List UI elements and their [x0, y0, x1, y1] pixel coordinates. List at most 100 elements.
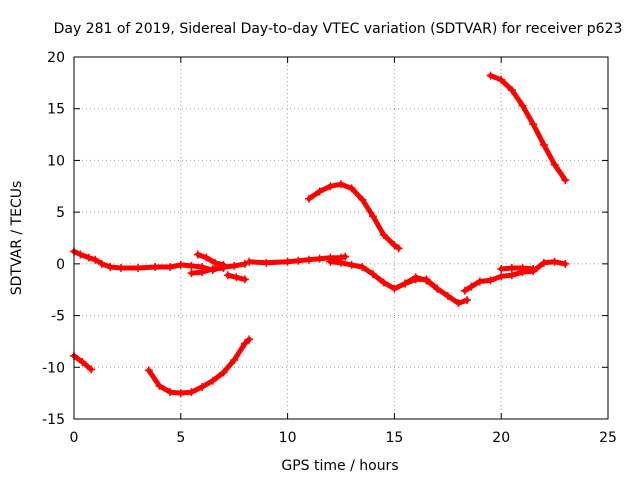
series-arc-2 [187, 263, 228, 278]
series-line [498, 265, 536, 272]
data-point [460, 286, 469, 295]
data-point [369, 212, 378, 221]
series-line [195, 252, 226, 268]
data-point [315, 187, 324, 196]
data-point [176, 389, 185, 398]
x-tick-label: 10 [279, 430, 297, 446]
data-point [166, 262, 175, 271]
data-point [550, 160, 559, 169]
data-point [358, 262, 367, 271]
data-point [475, 277, 484, 286]
series-line [402, 274, 440, 292]
data-point [166, 388, 175, 397]
data-point [240, 275, 249, 284]
data-point [529, 265, 538, 274]
data-point [116, 263, 125, 272]
series-arc-6 [326, 257, 472, 308]
data-point [202, 253, 211, 262]
data-point [76, 250, 85, 259]
x-tick-label: 0 [70, 430, 79, 446]
data-point [84, 253, 93, 262]
data-point [97, 259, 106, 268]
data-point [379, 230, 388, 239]
series-line [327, 259, 470, 306]
data-point [176, 260, 185, 269]
data-point [208, 265, 217, 274]
data-point [507, 86, 516, 95]
data-point [507, 263, 516, 272]
series-arc-4 [223, 271, 249, 284]
data-point [283, 257, 292, 266]
data-point [219, 368, 228, 377]
data-point [326, 182, 335, 191]
data-point [245, 257, 254, 266]
data-point [208, 376, 217, 385]
data-point [223, 271, 232, 280]
data-point [486, 276, 495, 285]
data-point [262, 258, 271, 267]
series-line [306, 181, 402, 251]
y-tick-label: 10 [47, 153, 65, 169]
data-point [240, 259, 249, 268]
data-point [497, 265, 506, 274]
data-series [70, 71, 570, 398]
data-point [379, 278, 388, 287]
data-point [467, 282, 476, 291]
data-point [411, 273, 420, 282]
series-line [146, 336, 252, 396]
data-point [245, 335, 254, 344]
data-point [187, 388, 196, 397]
x-tick-label: 5 [176, 430, 185, 446]
series-arc-3 [193, 250, 228, 269]
data-point [326, 257, 335, 266]
y-axis-label: SDTVAR / TECUs [9, 181, 25, 296]
data-point [497, 272, 506, 281]
data-point [198, 268, 207, 277]
data-point [87, 365, 96, 374]
series-line [488, 73, 568, 183]
series-arc-12 [304, 180, 403, 253]
data-point [78, 358, 87, 367]
data-point [507, 271, 516, 280]
data-point [443, 291, 452, 300]
data-point [341, 252, 350, 261]
series-arc-11 [144, 335, 254, 398]
data-point [294, 256, 303, 265]
x-tick-label: 15 [385, 430, 403, 446]
series-line [189, 265, 226, 276]
y-tick-label: 15 [47, 102, 65, 118]
data-point [486, 71, 495, 80]
data-point [219, 260, 228, 269]
data-point [337, 180, 345, 189]
data-point [337, 258, 345, 267]
data-point [134, 263, 143, 272]
data-point [394, 244, 403, 253]
data-point [390, 241, 399, 250]
data-point [561, 176, 570, 185]
data-point [369, 270, 378, 279]
plot-frame [73, 56, 609, 420]
data-point [198, 382, 207, 391]
data-point [304, 255, 313, 264]
data-point [497, 75, 506, 84]
series-arc-7 [401, 273, 442, 293]
data-point [240, 339, 249, 348]
data-point [144, 366, 153, 375]
y-tick-label: 5 [56, 205, 65, 221]
y-tick-label: -10 [42, 360, 65, 376]
data-point [358, 195, 367, 204]
data-point [315, 254, 324, 263]
data-point [518, 101, 527, 110]
data-point [193, 250, 202, 259]
y-tick-label: -15 [42, 412, 65, 428]
data-point [210, 258, 219, 267]
data-point [529, 120, 538, 129]
data-point [518, 263, 527, 272]
series-arc-8 [460, 257, 570, 295]
data-point [232, 273, 241, 282]
y-tick-label: 0 [56, 257, 65, 273]
x-axis-label: GPS time / hours [281, 458, 398, 474]
series-arc-9 [497, 263, 538, 274]
grid-lines [74, 57, 608, 419]
